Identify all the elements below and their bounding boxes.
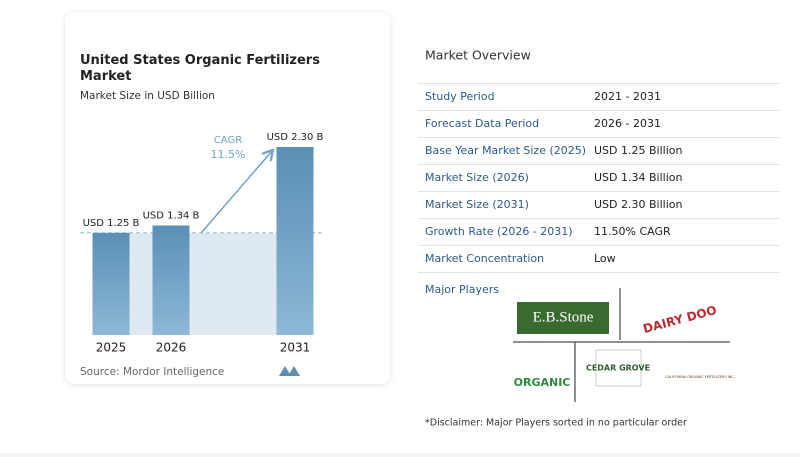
row-label: Market Size (2031) — [425, 198, 529, 211]
player-logo: CEDAR GROVE — [586, 364, 650, 373]
chart-subtitle: Market Size in USD Billion — [80, 90, 215, 102]
logo-grid — [513, 288, 730, 402]
bar — [152, 225, 190, 335]
row-value: USD 2.30 Billion — [594, 198, 682, 211]
player-logo: ORGANIC — [514, 376, 571, 389]
source-logo — [279, 366, 300, 376]
player-logo: E.B.Stone — [533, 309, 594, 325]
logo-box — [517, 302, 609, 334]
logo-box — [595, 349, 642, 387]
disclaimer: *Disclaimer: Major Players sorted in no … — [425, 418, 687, 429]
value-label: USD 2.30 B — [267, 132, 324, 143]
row-label: Market Size (2026) — [425, 171, 529, 184]
x-tick-label: 2026 — [156, 341, 187, 355]
players-title: Major Players — [425, 283, 499, 296]
row-value: 11.50% CAGR — [594, 225, 671, 238]
bar — [276, 147, 314, 335]
cagr-value: 11.5% — [211, 148, 246, 161]
overview-title: Market Overview — [425, 48, 531, 63]
row-value: 2021 - 2031 — [594, 90, 661, 103]
cagr-label: CAGR — [214, 135, 242, 146]
value-label: USD 1.25 B — [83, 218, 140, 229]
row-label: Forecast Data Period — [425, 117, 539, 130]
player-logo: CALIFORNIA ORGANIC FERTILIZERS INC. — [665, 375, 735, 379]
source: Source: Mordor Intelligence — [80, 366, 224, 378]
row-label: Base Year Market Size (2025) — [425, 144, 586, 157]
row-label: Market Concentration — [425, 252, 544, 265]
row-value: Low — [594, 252, 616, 265]
row-value: 2026 - 2031 — [594, 117, 661, 130]
row-label: Study Period — [425, 90, 495, 103]
cagr-arrow — [194, 151, 272, 241]
row-value: USD 1.25 Billion — [594, 144, 682, 157]
x-tick-label: 2025 — [96, 341, 127, 355]
row-value: USD 1.34 Billion — [594, 171, 682, 184]
chart-title: United States Organic Fertilizers Market — [80, 53, 320, 84]
row-label: Growth Rate (2026 - 2031) — [425, 225, 573, 238]
bar — [92, 232, 130, 335]
value-label: USD 1.34 B — [143, 210, 200, 221]
x-tick-label: 2031 — [280, 341, 311, 355]
